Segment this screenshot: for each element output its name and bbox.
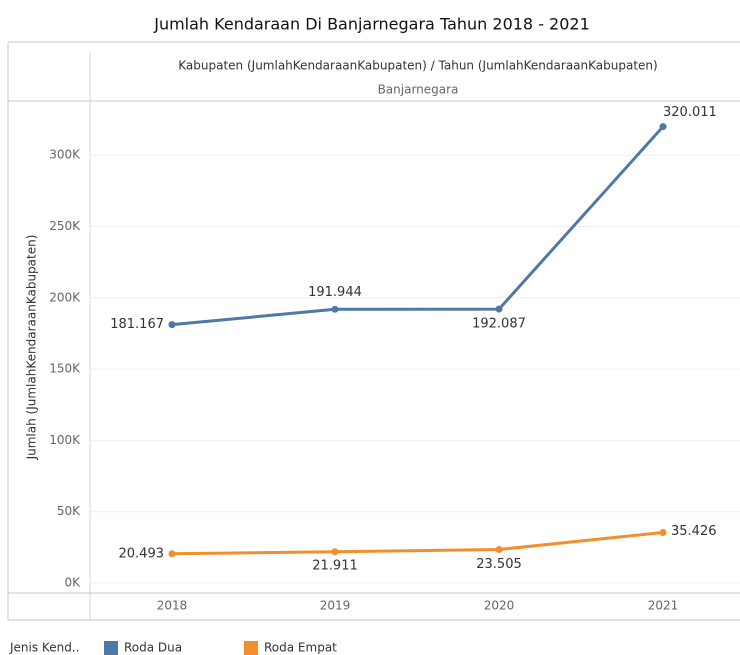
- data-label: 181.167: [110, 317, 164, 332]
- x-tick-label: 2021: [648, 599, 679, 613]
- legend-swatch: [104, 641, 118, 655]
- x-tick-label: 2019: [320, 599, 351, 613]
- data-point: [659, 528, 667, 536]
- y-tick-label: 150K: [49, 362, 81, 376]
- legend-label: Roda Dua: [124, 641, 182, 655]
- data-point: [495, 545, 503, 553]
- data-point: [331, 305, 339, 313]
- legend-swatch: [244, 641, 258, 655]
- data-point: [168, 321, 176, 329]
- x-tick-label: 2020: [484, 599, 515, 613]
- y-tick-label: 200K: [49, 290, 81, 304]
- y-tick-label: 50K: [57, 504, 81, 518]
- data-label: 20.493: [119, 546, 165, 561]
- data-label: 191.944: [308, 285, 362, 300]
- data-point: [659, 123, 667, 131]
- data-point: [331, 548, 339, 556]
- series-line: [171, 125, 665, 327]
- y-tick-label: 100K: [49, 433, 81, 447]
- data-label: 23.505: [476, 557, 522, 572]
- y-tick-label: 0K: [64, 576, 81, 590]
- data-label: 320.011: [663, 105, 717, 120]
- chart-title: Jumlah Kendaraan Di Banjarnegara Tahun 2…: [153, 15, 590, 34]
- data-label: 192.087: [472, 317, 526, 332]
- data-point: [168, 550, 176, 558]
- y-tick-label: 300K: [49, 148, 81, 162]
- x-tick-label: 2018: [157, 599, 188, 613]
- legend-title: Jenis Kend..: [9, 641, 79, 655]
- data-label: 35.426: [671, 524, 717, 539]
- series-line: [171, 531, 664, 556]
- data-point: [495, 305, 503, 313]
- legend-label: Roda Empat: [264, 641, 337, 655]
- column-header: Kabupaten (JumlahKendaraanKabupaten) / T…: [178, 59, 657, 73]
- data-label: 21.911: [312, 558, 358, 573]
- y-axis-label: Jumlah (JumlahKendaraanKabupaten): [25, 235, 39, 461]
- y-tick-label: 250K: [49, 219, 81, 233]
- pane-header: Banjarnegara: [378, 83, 459, 97]
